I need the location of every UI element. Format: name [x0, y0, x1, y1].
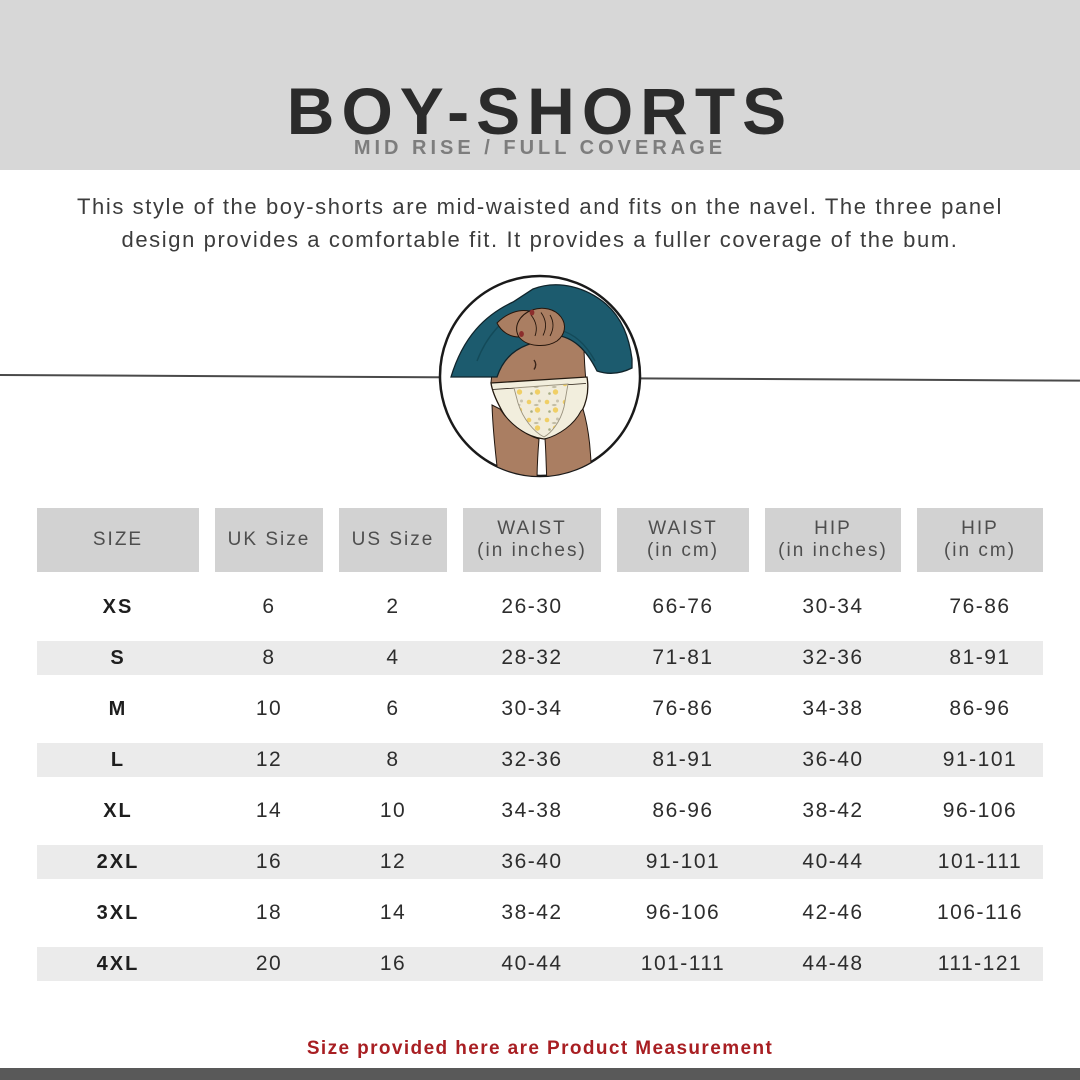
measurement-note: Size provided here are Product Measureme… [306, 1038, 774, 1059]
table-row-s: S 8 4 28-32 71-81 32-36 81-91 [37, 641, 1043, 675]
cell-waist-in: 40-44 [501, 952, 563, 975]
cell-waist-cm: 91-101 [645, 850, 721, 873]
cell-waist-cm: 101-111 [640, 952, 726, 975]
cell-waist-in: 38-42 [501, 901, 563, 924]
description-line-2: design provides a comfortable fit. It pr… [121, 227, 959, 252]
col-header-waist-cm: WAIST (in cm) [617, 508, 749, 572]
page-subtitle: MID RISE / FULL COVERAGE [353, 137, 727, 159]
size-table: SIZE UK Size US Size WAIST (in inches) WA… [37, 508, 1043, 981]
col-header-waist-inches: WAIST (in inches) [463, 508, 601, 572]
boy-shorts-model-illustration [438, 274, 642, 478]
bottom-bar [0, 1068, 1080, 1080]
cell-hip-cm: 86-96 [949, 697, 1011, 720]
cell-waist-in: 26-30 [501, 595, 563, 618]
cell-waist-in: 34-38 [501, 799, 563, 822]
cell-waist-in: 36-40 [501, 850, 563, 873]
cell-size: 2XL [96, 850, 140, 873]
cell-hip-in: 42-46 [802, 901, 864, 924]
cell-uk: 18 [255, 901, 283, 924]
cell-size: XS [102, 595, 134, 618]
cell-waist-cm: 66-76 [652, 595, 714, 618]
cell-hip-cm: 76-86 [949, 595, 1011, 618]
description-line-1: This style of the boy-shorts are mid-wai… [76, 194, 1004, 219]
header-band [0, 0, 1080, 170]
cell-waist-cm: 76-86 [652, 697, 714, 720]
cell-us: 14 [379, 901, 407, 924]
cell-uk: 10 [255, 697, 283, 720]
table-row-2xl: 2XL 16 12 36-40 91-101 40-44 101-111 [37, 845, 1043, 879]
page-title: BOY-SHORTS [286, 74, 794, 148]
cell-hip-in: 44-48 [802, 952, 864, 975]
cell-waist-cm: 81-91 [652, 748, 714, 771]
size-table-header: SIZE UK Size US Size WAIST (in inches) WA… [37, 508, 1043, 572]
cell-size: 3XL [96, 901, 140, 924]
cell-us: 10 [379, 799, 407, 822]
table-row-xl: XL 14 10 34-38 86-96 38-42 96-106 [37, 794, 1043, 828]
col-header-uk-size: UK Size [215, 508, 323, 572]
table-row-l: L 12 8 32-36 81-91 36-40 91-101 [37, 743, 1043, 777]
cell-waist-in: 32-36 [501, 748, 563, 771]
cell-hip-cm: 81-91 [949, 646, 1011, 669]
cell-uk: 12 [255, 748, 283, 771]
cell-waist-in: 28-32 [501, 646, 563, 669]
table-row-m: M 10 6 30-34 76-86 34-38 86-96 [37, 692, 1043, 726]
col-header-hip-cm: HIP (in cm) [917, 508, 1043, 572]
cell-us: 8 [386, 748, 400, 771]
cell-waist-in: 30-34 [501, 697, 563, 720]
cell-hip-in: 36-40 [802, 748, 864, 771]
cell-us: 2 [386, 595, 400, 618]
table-row-3xl: 3XL 18 14 38-42 96-106 42-46 106-116 [37, 896, 1043, 930]
cell-hip-in: 34-38 [802, 697, 864, 720]
description: This style of the boy-shorts are mid-wai… [0, 190, 1080, 256]
cell-waist-cm: 71-81 [652, 646, 714, 669]
cell-hip-cm: 111-121 [937, 952, 1023, 975]
col-header-hip-inches: HIP (in inches) [765, 508, 901, 572]
cell-hip-cm: 106-116 [936, 901, 1023, 924]
table-row-4xl: 4XL 20 16 40-44 101-111 44-48 111-121 [37, 947, 1043, 981]
cell-hip-in: 38-42 [802, 799, 864, 822]
cell-hip-in: 32-36 [802, 646, 864, 669]
cell-uk: 16 [255, 850, 283, 873]
cell-hip-in: 30-34 [802, 595, 864, 618]
cell-us: 16 [379, 952, 407, 975]
cell-size: 4XL [96, 952, 140, 975]
cell-hip-cm: 91-101 [942, 748, 1018, 771]
cell-uk: 6 [262, 595, 276, 618]
cell-hip-in: 40-44 [802, 850, 864, 873]
cell-size: XL [103, 799, 133, 822]
cell-size: L [110, 748, 126, 771]
col-header-size: SIZE [37, 508, 199, 572]
cell-uk: 20 [255, 952, 283, 975]
cell-hip-cm: 101-111 [937, 850, 1023, 873]
cell-waist-cm: 86-96 [652, 799, 714, 822]
cell-us: 4 [386, 646, 400, 669]
cell-uk: 8 [262, 646, 276, 669]
col-header-us-size: US Size [339, 508, 447, 572]
table-row-xs: XS 6 2 26-30 66-76 30-34 76-86 [37, 590, 1043, 624]
cell-uk: 14 [255, 799, 283, 822]
cell-us: 12 [379, 850, 407, 873]
cell-us: 6 [386, 697, 400, 720]
cell-size: S [110, 646, 126, 669]
cell-size: M [108, 697, 128, 720]
cell-waist-cm: 96-106 [645, 901, 721, 924]
cell-hip-cm: 96-106 [942, 799, 1018, 822]
